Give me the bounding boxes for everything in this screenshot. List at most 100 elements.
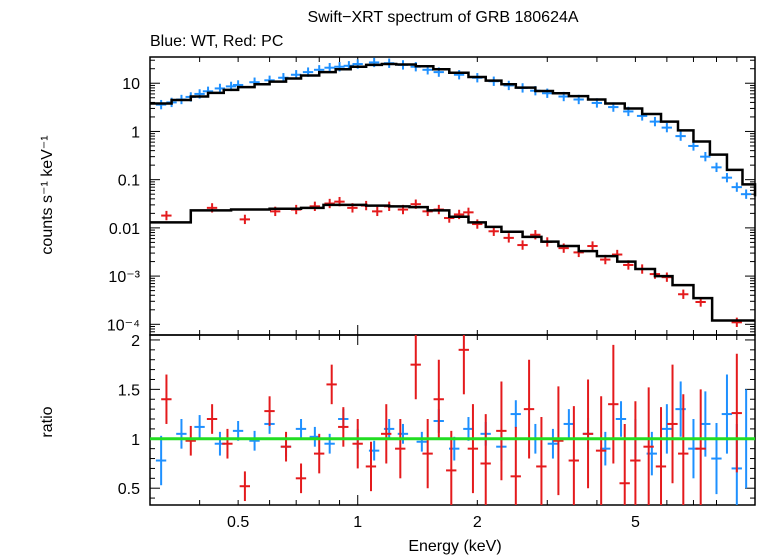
- y-tick-label: 0.01: [109, 221, 140, 238]
- ratio-point: [643, 387, 654, 505]
- y-tick-label: 1: [131, 124, 140, 141]
- chart-title: Swift−XRT spectrum of GRB 180624A: [307, 9, 578, 26]
- ratio-point: [352, 419, 363, 469]
- ratio-point: [161, 374, 172, 424]
- data-point: [161, 210, 172, 221]
- ratio-point: [467, 404, 479, 494]
- y-tick-label: 10: [122, 76, 140, 93]
- model-line: [150, 62, 757, 197]
- ratio-point: [433, 359, 444, 439]
- ratio-point: [222, 428, 233, 459]
- data-point: [488, 226, 499, 236]
- ratio-point: [194, 415, 205, 439]
- lower-frame: [149, 334, 756, 506]
- ratio-panel: 0.5 1 2 5 0.5 1 1.5 2: [118, 333, 756, 531]
- data-point: [688, 141, 699, 151]
- ratio-point: [206, 404, 218, 434]
- ratio-point: [295, 463, 307, 494]
- data-point: [517, 240, 528, 250]
- ratio-point: [280, 431, 292, 462]
- x-tick-label: 5: [631, 514, 640, 531]
- x-tick-label: 2: [473, 514, 482, 531]
- data-point: [239, 214, 251, 225]
- data-point: [731, 182, 742, 192]
- data-point: [309, 201, 320, 211]
- ratio-point: [630, 401, 641, 505]
- data-point: [472, 219, 483, 229]
- data-point: [372, 206, 383, 217]
- ratio-point: [678, 394, 689, 505]
- ratio-point: [313, 433, 325, 474]
- ratio-point: [185, 425, 196, 456]
- y-tick-label: 1.5: [118, 382, 140, 399]
- ratio-point: [480, 414, 491, 505]
- data-point: [503, 233, 514, 243]
- ratio-point: [667, 364, 678, 484]
- data-point: [675, 131, 686, 141]
- y-tick-label: 10⁻³: [108, 269, 140, 286]
- ratio-point: [568, 406, 579, 505]
- ratio-point: [458, 335, 469, 395]
- ratio-point: [365, 441, 377, 492]
- ratio-point: [463, 417, 474, 441]
- ratio-point: [416, 431, 427, 452]
- ratio-point: [381, 404, 392, 464]
- data-point: [740, 189, 752, 199]
- ratio-point: [395, 419, 406, 479]
- ratio-point: [695, 389, 706, 505]
- ratio-point: [582, 379, 594, 489]
- data-point: [711, 162, 722, 173]
- data-point: [721, 172, 733, 183]
- ratio-point: [446, 430, 457, 505]
- ratio-point: [176, 419, 187, 449]
- ratio-point: [249, 430, 260, 451]
- ratio-point: [397, 423, 409, 444]
- data-point: [587, 241, 598, 251]
- lower-y-axis-label: ratio: [39, 406, 56, 437]
- y-tick-label: 10⁻⁴: [107, 317, 140, 334]
- data-point: [678, 289, 689, 299]
- model-line: [150, 203, 755, 322]
- ratio-point: [721, 374, 733, 454]
- ratio-point: [523, 359, 535, 459]
- ratio-point: [324, 433, 335, 454]
- data-point: [214, 83, 226, 94]
- ratio-point: [700, 391, 711, 457]
- x-axis-label: Energy (keV): [408, 538, 501, 555]
- ratio-point: [338, 407, 349, 447]
- ratio-point: [326, 364, 337, 405]
- ratio-point: [731, 353, 742, 473]
- ratio-point: [595, 396, 607, 505]
- upper-y-axis-label: counts s⁻¹ keV⁻¹: [39, 135, 56, 254]
- ratio-point: [264, 396, 275, 426]
- ratio-point: [496, 381, 507, 481]
- y-tick-label: 0.1: [118, 173, 140, 190]
- data-point: [324, 198, 335, 209]
- data-point: [463, 207, 474, 218]
- ratio-point: [422, 419, 433, 489]
- x-tick-label: 1: [353, 514, 362, 531]
- ratio-point: [239, 471, 251, 502]
- ratio-point: [536, 417, 547, 505]
- y-tick-label: 2: [131, 333, 140, 350]
- upper-frame: [149, 56, 756, 336]
- ratio-point: [655, 407, 667, 505]
- y-tick-label: 0.5: [118, 481, 140, 498]
- spectrum-panel: 10 1 0.1 0.01 10⁻³ 10⁻⁴: [107, 56, 757, 345]
- data-point: [700, 151, 711, 162]
- data-point: [661, 122, 672, 133]
- ratio-point: [410, 335, 421, 400]
- ratio-point: [547, 428, 559, 459]
- ratio-point: [295, 419, 307, 439]
- data-point: [453, 70, 465, 80]
- ratio-point: [661, 404, 672, 454]
- ratio-point: [155, 435, 167, 486]
- ratio-point: [711, 422, 722, 495]
- y-tick-label: 1: [131, 432, 140, 449]
- ratio-point: [553, 386, 564, 496]
- ratio-point: [510, 400, 521, 428]
- x-tick-label: 0.5: [227, 514, 249, 531]
- ratio-point: [608, 344, 619, 464]
- data-point: [731, 317, 742, 327]
